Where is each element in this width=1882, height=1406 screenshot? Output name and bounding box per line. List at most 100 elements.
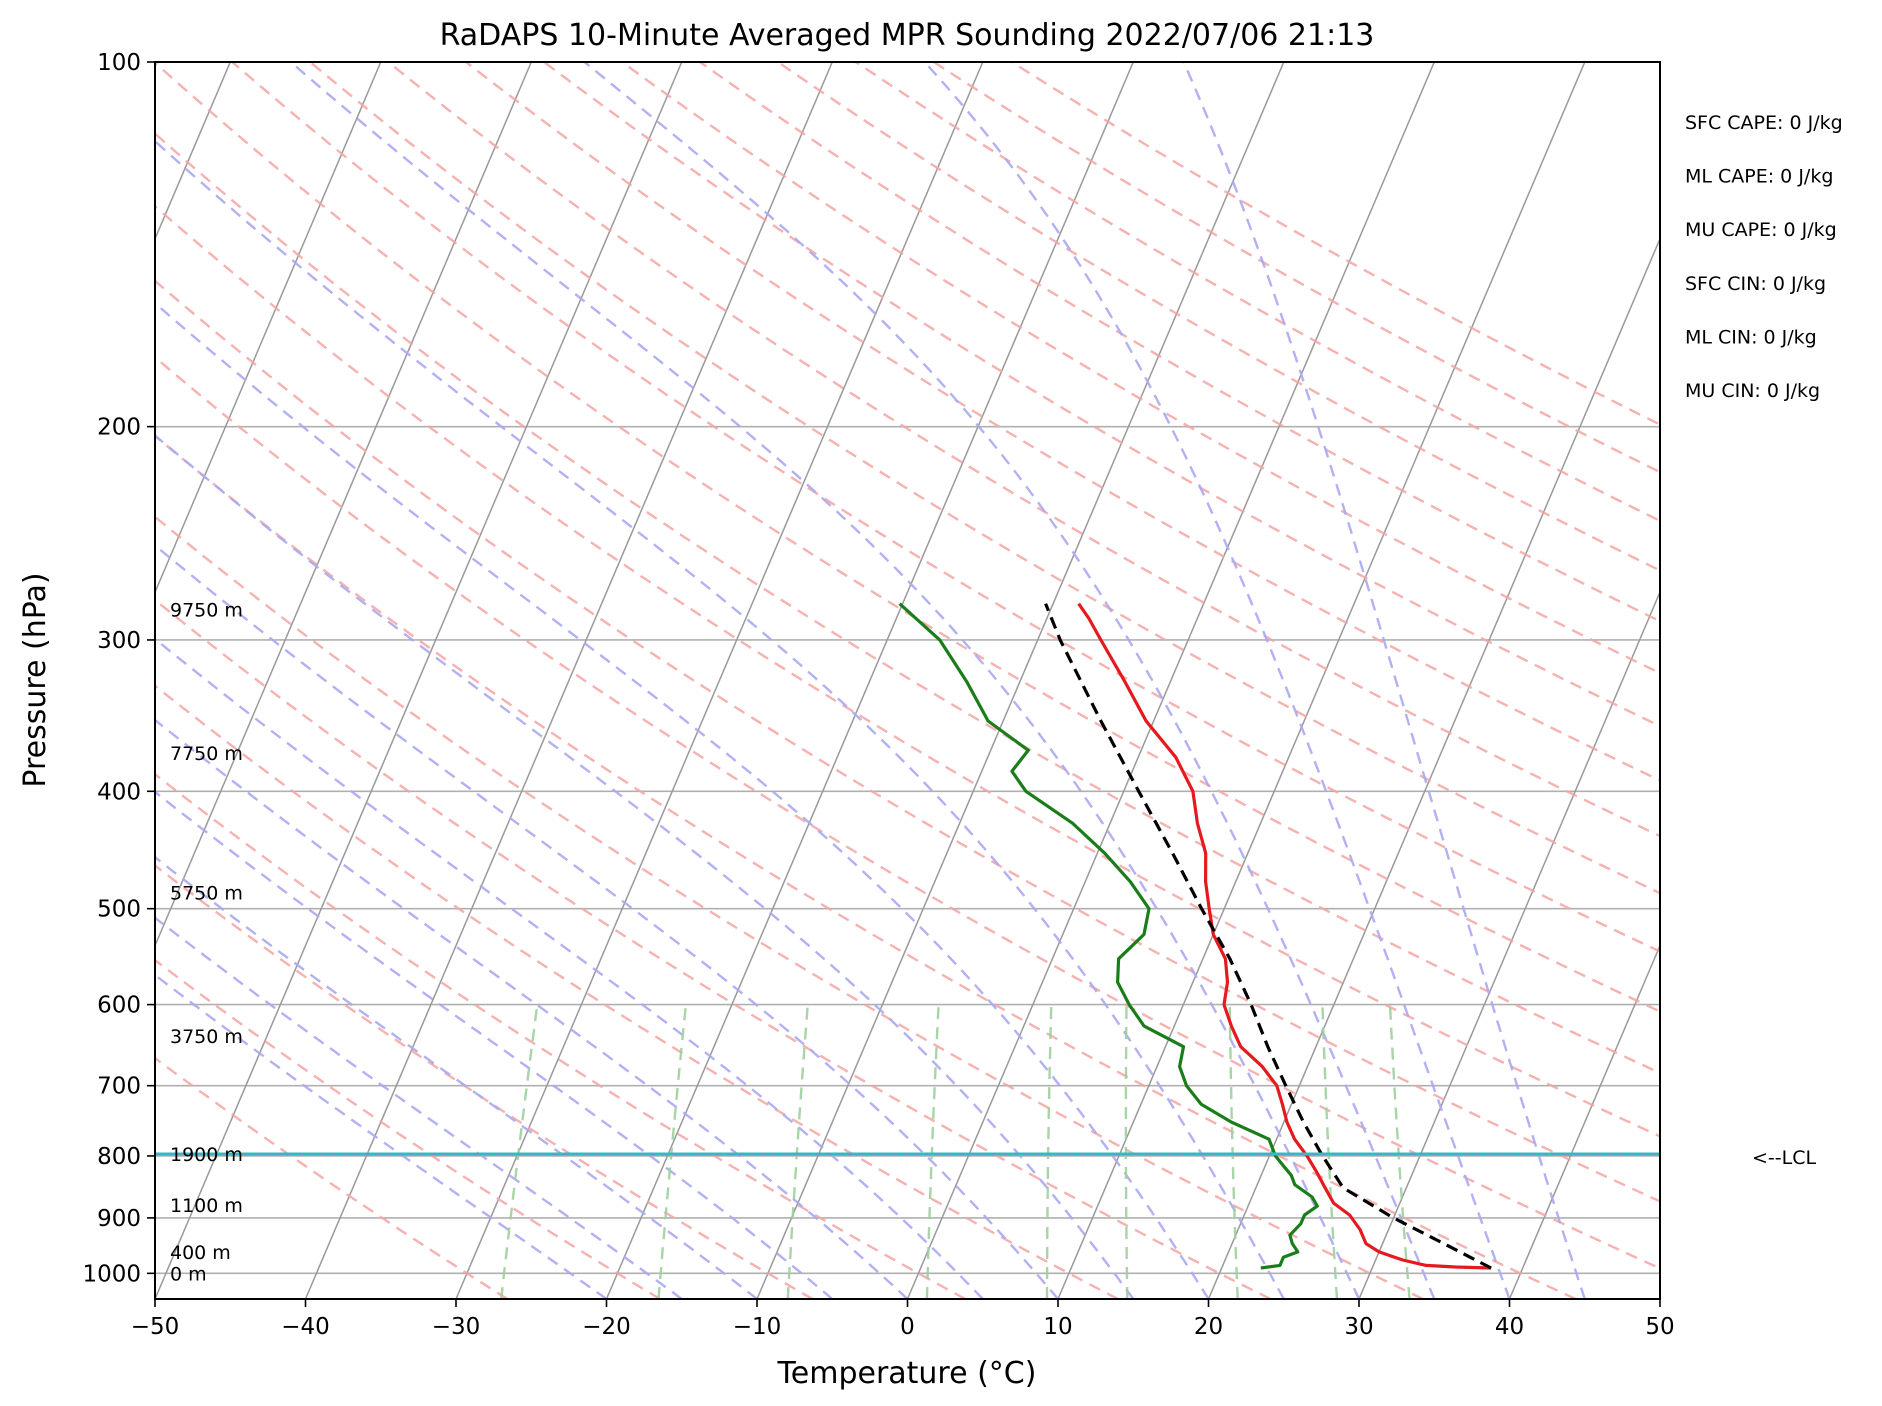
dry-adiabat bbox=[155, 772, 966, 1299]
moist-adiabat bbox=[155, 139, 1285, 1299]
x-tick-label: −40 bbox=[281, 1314, 330, 1340]
isotherm-line bbox=[155, 62, 382, 595]
height-label: 3750 m bbox=[170, 1026, 243, 1048]
isotherm-line bbox=[304, 62, 833, 1299]
mixing-ratio-line bbox=[1045, 1004, 1053, 1299]
y-tick-label: 300 bbox=[97, 628, 141, 654]
mixing-ratio-line bbox=[1228, 1004, 1239, 1299]
isotherm-line bbox=[1659, 1297, 1660, 1299]
x-tick-label: −10 bbox=[733, 1314, 782, 1340]
isotherm-line bbox=[1207, 236, 1660, 1299]
isotherm-line bbox=[155, 62, 683, 1299]
moist-adiabat bbox=[155, 543, 1059, 1299]
y-tick-label: 500 bbox=[97, 897, 141, 923]
x-tick-label: 50 bbox=[1645, 1314, 1674, 1340]
x-tick-label: 10 bbox=[1043, 1314, 1072, 1340]
x-tick-label: −50 bbox=[131, 1314, 180, 1340]
moist-adiabat bbox=[155, 301, 1210, 1299]
chart-title: RaDAPS 10-Minute Averaged MPR Sounding 2… bbox=[440, 18, 1375, 53]
annotation-text: SFC CIN: 0 J/kg bbox=[1685, 273, 1826, 295]
dry-adiabat bbox=[543, 62, 1660, 728]
background-lines bbox=[155, 62, 1660, 1299]
x-tick-label: 20 bbox=[1194, 1314, 1223, 1340]
y-tick-label: 100 bbox=[97, 50, 141, 76]
dry-adiabat bbox=[155, 1056, 509, 1299]
plot-frame bbox=[154, 61, 1661, 1300]
isotherm-line bbox=[1057, 62, 1586, 1299]
dry-adiabat bbox=[777, 62, 1660, 572]
chart-overlay: <--LCL 9750 m 7750 m 5750 m 3750 m 1900 m 1100… bbox=[155, 599, 1816, 1285]
isotherm-line bbox=[455, 62, 984, 1299]
moist-adiabat bbox=[155, 855, 758, 1299]
moist-adiabat bbox=[155, 916, 683, 1299]
x-tick-label: −20 bbox=[582, 1314, 631, 1340]
isotherm-line bbox=[605, 62, 1134, 1299]
isotherm-line bbox=[155, 62, 532, 948]
height-label: 1900 m bbox=[170, 1144, 243, 1166]
annotation-text: ML CIN: 0 J/kg bbox=[1685, 326, 1817, 348]
lcl-label: <--LCL bbox=[1752, 1147, 1816, 1169]
dry-adiabat bbox=[155, 515, 1424, 1299]
annotation-text: MU CAPE: 0 J/kg bbox=[1685, 219, 1837, 241]
x-tick-label: 0 bbox=[900, 1314, 915, 1340]
dry-adiabat bbox=[621, 62, 1660, 675]
dry-adiabat bbox=[155, 434, 1577, 1299]
dry-adiabat bbox=[155, 62, 1660, 1013]
dry-adiabat bbox=[933, 62, 1660, 474]
y-tick-label: 800 bbox=[97, 1144, 141, 1170]
mixing-ratio-line bbox=[657, 1004, 688, 1299]
dry-adiabat bbox=[155, 279, 1660, 1203]
y-tick-label: 600 bbox=[97, 993, 141, 1019]
dry-adiabat bbox=[855, 62, 1660, 523]
dry-adiabat bbox=[155, 864, 814, 1299]
isotherm-line bbox=[906, 62, 1435, 1299]
moist-adiabat bbox=[155, 718, 909, 1299]
moist-adiabat bbox=[155, 433, 1135, 1299]
mixing-ratio-line bbox=[925, 1004, 940, 1299]
x-axis-label: Temperature (°C) bbox=[777, 1356, 1037, 1391]
dry-adiabat bbox=[155, 204, 1660, 1138]
height-label: 1100 m bbox=[170, 1195, 243, 1217]
dewpoint-profile-line bbox=[898, 602, 1319, 1270]
dry-adiabat bbox=[387, 62, 1660, 838]
dry-adiabat bbox=[155, 958, 661, 1299]
mixing-ratio-line bbox=[500, 1004, 539, 1299]
axes: −50 −40 −30 −20 −10 0 10 20 30 40 50 100 200 300 400 50… bbox=[82, 50, 1674, 1340]
y-tick-label: 1000 bbox=[82, 1261, 141, 1287]
y-tick-label: 200 bbox=[97, 415, 141, 441]
moist-adiabat bbox=[1182, 62, 1586, 1299]
dry-adiabat bbox=[1011, 62, 1660, 426]
x-tick-label: 30 bbox=[1344, 1314, 1373, 1340]
moist-adiabat bbox=[583, 62, 1436, 1299]
height-label: 400 m bbox=[170, 1242, 231, 1264]
y-tick-label: 700 bbox=[97, 1074, 141, 1100]
y-axis-label: Pressure (hPa) bbox=[18, 572, 53, 787]
moist-adiabat bbox=[155, 973, 608, 1299]
height-label: 7750 m bbox=[170, 743, 243, 765]
dry-adiabat bbox=[309, 62, 1660, 895]
y-tick-label: 900 bbox=[97, 1206, 141, 1232]
x-tick-label: −30 bbox=[432, 1314, 481, 1340]
isotherm-line bbox=[756, 62, 1285, 1299]
x-tick-label: 40 bbox=[1495, 1314, 1524, 1340]
dry-adiabat bbox=[155, 131, 1660, 1075]
temperature-profile-line bbox=[1077, 602, 1492, 1270]
dry-adiabat bbox=[465, 62, 1660, 782]
height-label: 0 m bbox=[170, 1263, 207, 1285]
height-label: 9750 m bbox=[170, 599, 243, 621]
moist-adiabat bbox=[155, 790, 834, 1299]
mixing-ratio-line bbox=[1388, 1004, 1411, 1299]
annotation-text: SFC CAPE: 0 J/kg bbox=[1685, 112, 1843, 134]
dry-adiabat bbox=[155, 598, 1271, 1299]
dry-adiabat bbox=[155, 684, 1119, 1299]
moist-adiabat bbox=[155, 637, 984, 1299]
mixing-ratio-line bbox=[1124, 1004, 1129, 1299]
y-tick-label: 400 bbox=[97, 779, 141, 805]
dry-adiabat bbox=[155, 355, 1660, 1270]
sounding-lines bbox=[898, 602, 1492, 1270]
mixing-ratio-line bbox=[786, 1004, 809, 1299]
dry-adiabat bbox=[699, 62, 1660, 623]
moist-adiabat bbox=[923, 62, 1511, 1299]
height-label: 5750 m bbox=[170, 883, 243, 905]
